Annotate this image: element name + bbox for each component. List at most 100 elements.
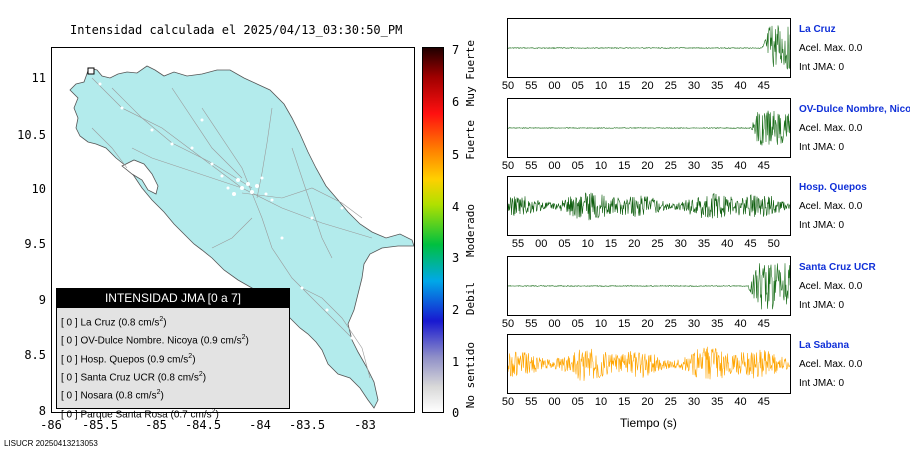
time-axis-label: Tiempo (s) [620, 416, 677, 430]
station-max-accel: Acel. Max. 0.0 [799, 123, 863, 134]
legend-item-text: [ 0 ] Hosp. Quepos (0.9 cm/s [61, 353, 189, 365]
legend-item-exponent: 2 [188, 352, 193, 360]
time-tick: 45 [757, 396, 770, 408]
station-jma-intensity: Int JMA: 0 [799, 142, 845, 153]
trace-panel [507, 334, 791, 394]
legend-item: [ 0 ] Nosara (0.8 cm/s2) [57, 385, 289, 403]
x-tick: -83 [354, 418, 376, 432]
trace-panel [507, 18, 791, 78]
map-title: Intensidad calculada el 2025/04/13_03:30… [70, 23, 403, 37]
station-jma-intensity: Int JMA: 0 [799, 378, 845, 389]
colorbar-label: Fuerte [464, 120, 477, 160]
legend-item: [ 0 ] La Cruz (0.8 cm/s2) [57, 312, 289, 330]
waveform-line [508, 110, 790, 146]
x-tick: -84 [249, 418, 271, 432]
time-tick: 05 [571, 80, 584, 92]
y-tick: 9 [38, 293, 46, 307]
time-tick: 25 [651, 238, 664, 250]
time-tick: 05 [571, 318, 584, 330]
x-tick: -85 [145, 418, 167, 432]
x-tick: -85.5 [81, 418, 119, 432]
colorbar-label: Debil [464, 282, 477, 316]
colorbar-number: 1 [452, 355, 460, 369]
time-tick: 30 [687, 160, 701, 172]
legend-item-close: ) [202, 372, 207, 384]
legend-item-text: [ 0 ] La Cruz (0.8 cm/s [61, 317, 160, 329]
time-tick: 00 [548, 396, 561, 408]
colorbar-number: 6 [452, 95, 460, 109]
legend-item: [ 0 ] Parque Santa Rosa (0.7 cm/s2) [57, 404, 289, 422]
legend-item-exponent: 2 [159, 316, 164, 323]
legend-item-close: ) [245, 335, 249, 347]
time-tick: 50 [767, 238, 780, 250]
time-tick: 10 [594, 318, 608, 330]
legend-item-close: ) [192, 353, 196, 365]
station-name: OV-Dulce Nombre, Nicoya [799, 104, 910, 115]
time-tick: 55 [525, 396, 538, 408]
time-tick: 45 [757, 318, 770, 330]
time-tick: 05 [571, 396, 584, 408]
trace-time-ticks: 50 55 00 05 10 15 20 25 30 35 40 45 [502, 396, 789, 408]
legend-item-close: ) [215, 408, 219, 420]
station-name: La Cruz [799, 24, 836, 35]
trace-time-ticks: 50 55 00 05 10 15 20 25 30 35 40 45 [502, 160, 789, 172]
time-tick: 50 [501, 160, 515, 172]
legend-item-text: [ 0 ] Parque Santa Rosa (0.7 cm/s [61, 408, 212, 420]
time-tick: 40 [721, 238, 734, 250]
towns [98, 82, 354, 340]
time-tick: 20 [641, 318, 654, 330]
waveform [508, 346, 790, 381]
intensity-legend: INTENSIDAD JMA [0 a 7] [ 0 ] La Cruz (0.… [56, 288, 290, 420]
colorbar-number: 5 [452, 148, 460, 162]
y-tick: 11 [31, 71, 46, 85]
time-tick: 10 [594, 80, 608, 92]
time-tick: 55 [511, 238, 525, 250]
time-tick: 40 [734, 80, 747, 92]
waveform-line [508, 192, 790, 221]
colorbar-label: Muy Fuerte [464, 40, 477, 107]
waveform [508, 110, 790, 146]
nicoya-gulf [121, 159, 159, 195]
time-tick: 35 [711, 396, 724, 408]
time-tick: 45 [757, 80, 770, 92]
legend-item: [ 0 ] Hosp. Quepos (0.9 cm/s2) [57, 349, 289, 367]
time-tick: 35 [711, 318, 724, 330]
time-tick: 20 [641, 80, 654, 92]
waveform [508, 25, 790, 70]
y-tick: 10 [31, 182, 46, 196]
station-name: Santa Cruz UCR [799, 262, 876, 273]
y-tick: 10.5 [17, 128, 46, 142]
time-tick: 40 [734, 396, 747, 408]
legend-item-exponent: 2 [211, 407, 216, 415]
station-max-accel: Acel. Max. 0.0 [799, 281, 863, 292]
colorbar-number: 0 [452, 406, 460, 420]
station-jma-intensity: Int JMA: 0 [799, 220, 845, 231]
time-tick: 30 [687, 318, 701, 330]
colorbar-number: 3 [452, 251, 460, 265]
trace-panel [507, 176, 791, 236]
time-tick: 05 [571, 160, 584, 172]
time-tick: 45 [757, 160, 770, 172]
waveform-line [508, 263, 790, 310]
legend-item-close: ) [163, 317, 167, 329]
time-tick: 15 [618, 318, 631, 330]
station-name: La Sabana [799, 340, 850, 351]
time-tick: 45 [744, 238, 757, 250]
time-tick: 25 [664, 396, 677, 408]
trace-panel [507, 98, 791, 158]
x-tick: -86 [40, 418, 62, 432]
station-jma-intensity: Int JMA: 0 [799, 300, 845, 311]
time-tick: 25 [664, 80, 677, 92]
time-tick: 10 [581, 238, 594, 250]
x-tick: -83.5 [288, 418, 326, 432]
time-tick: 30 [687, 396, 701, 408]
x-tick: -84.5 [184, 418, 222, 432]
colorbar-label: No sentido [464, 342, 477, 409]
time-tick: 20 [641, 160, 654, 172]
colorbar-number: 2 [452, 303, 460, 317]
time-tick: 00 [548, 318, 561, 330]
time-tick: 50 [501, 80, 515, 92]
time-tick: 30 [687, 80, 701, 92]
station-max-accel: Acel. Max. 0.0 [799, 359, 863, 370]
time-tick: 35 [711, 160, 724, 172]
